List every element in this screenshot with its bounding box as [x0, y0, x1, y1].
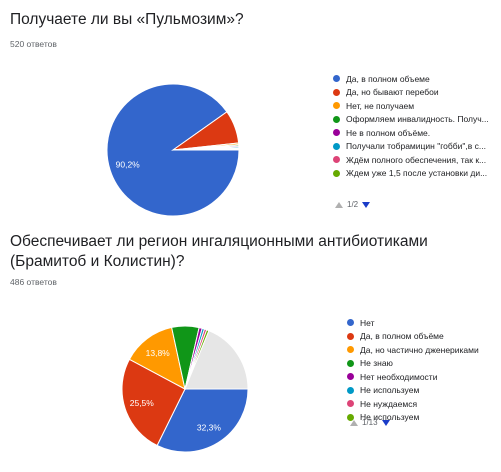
chart-title: Обеспечивает ли регион ингаляционными ан… [10, 233, 428, 270]
pie-slice [156, 388, 249, 453]
legend-label: Не используем [360, 412, 420, 423]
legend-label: Нет необходимости [360, 371, 438, 382]
pie-slice [128, 326, 186, 390]
legend-swatch [333, 169, 340, 177]
legend-label: Да, в полном объеме [346, 73, 430, 84]
legend-item: Не нуждаемся [347, 397, 479, 411]
legend-swatch [347, 400, 354, 408]
legend-item: Да, в полном объеме [333, 72, 489, 86]
legend-pager: 1/2 [335, 200, 371, 209]
legend-swatch [333, 102, 340, 110]
legend-item: Нет, не получаем [333, 99, 489, 113]
legend-swatch [347, 359, 354, 367]
response-count: 520 ответов [10, 39, 57, 49]
chart-legend: Да, в полном объеме Да, но бывают перебои… [333, 72, 489, 180]
legend-item: Ждём полного обеспечения, так к... [333, 153, 489, 167]
legend-item: Не в полном объёме. [333, 126, 489, 140]
legend-item: Нет [347, 316, 479, 330]
legend-item: Оформляем инвалидность. Получ... [333, 113, 489, 127]
legend-label: Нет, не получаем [346, 100, 415, 111]
legend-label: Да, в полном объёме [360, 331, 444, 342]
legend-swatch [347, 346, 354, 354]
pie-slice [172, 148, 240, 151]
legend-swatch [333, 156, 340, 164]
legend-label: Ждём полного обеспечения, так к... [346, 154, 487, 165]
pie-chart: 32,3% 25,5% 13,8% [121, 325, 249, 453]
legend-label: Нет [360, 317, 375, 328]
legend-swatch [347, 332, 354, 340]
response-count: 486 ответов [10, 277, 57, 287]
slice-value-label: 13,8% [146, 348, 171, 358]
chart-title: Получаете ли вы «Пульмозим»? [10, 11, 244, 28]
legend-pager: 1/13 [350, 418, 390, 427]
slice-value-label: 25,5% [130, 398, 155, 408]
legend-label: Не нуждаемся [360, 398, 418, 409]
pie-slice [184, 330, 249, 390]
legend-swatch [333, 88, 340, 96]
legend-label: Да, но бывают перебои [346, 87, 439, 98]
legend-item: Нет необходимости [347, 370, 479, 384]
question-card-pulmozyme: Получаете ли вы «Пульмозим»? 520 ответов… [0, 0, 501, 222]
legend-swatch [333, 142, 340, 150]
pie-chart: 90,2% [106, 83, 240, 217]
pager-label: 1/13 [362, 418, 378, 427]
legend-label: Ждем уже 1,5 после установки ди... [346, 168, 488, 179]
legend-swatch [347, 319, 354, 327]
legend-swatch [333, 75, 340, 83]
pager-down-arrow-icon[interactable] [362, 201, 371, 208]
legend-swatch [333, 129, 340, 137]
slice-value-label: 32,3% [197, 423, 222, 433]
pager-up-arrow-icon[interactable] [350, 419, 358, 426]
legend-item: Не используем [347, 384, 479, 398]
legend-item: Да, в полном объёме [347, 330, 479, 344]
pager-label: 1/2 [347, 200, 359, 209]
legend-item: Не знаю [347, 357, 479, 371]
legend-label: Не в полном объёме. [346, 127, 431, 138]
legend-swatch [347, 373, 354, 381]
legend-item: Не используем [347, 411, 479, 425]
legend-label: Оформляем инвалидность. Получ... [346, 114, 489, 125]
legend-swatch [347, 413, 354, 421]
legend-label: Получали тобрамицин "гобби",в с... [346, 141, 486, 152]
chart-legend: Нет Да, в полном объёме Да, но частично дж… [347, 316, 479, 424]
legend-item: Получали тобрамицин "гобби",в с... [333, 140, 489, 154]
pager-down-arrow-icon[interactable] [381, 419, 390, 426]
legend-label: Да, но частично дженериками [360, 344, 479, 355]
legend-swatch [347, 386, 354, 394]
legend-item: Да, но бывают перебои [333, 86, 489, 100]
pager-up-arrow-icon[interactable] [335, 201, 343, 208]
slice-value-label: 90,2% [116, 159, 141, 169]
legend-item: Да, но частично дженериками [347, 343, 479, 357]
question-card-antibiotics: Обеспечивает ли регион ингаляционными ан… [0, 222, 501, 472]
legend-label: Не знаю [360, 358, 393, 369]
legend-item: Ждем уже 1,5 после установки ди... [333, 167, 489, 181]
legend-swatch [333, 115, 340, 123]
legend-label: Не используем [360, 385, 420, 396]
